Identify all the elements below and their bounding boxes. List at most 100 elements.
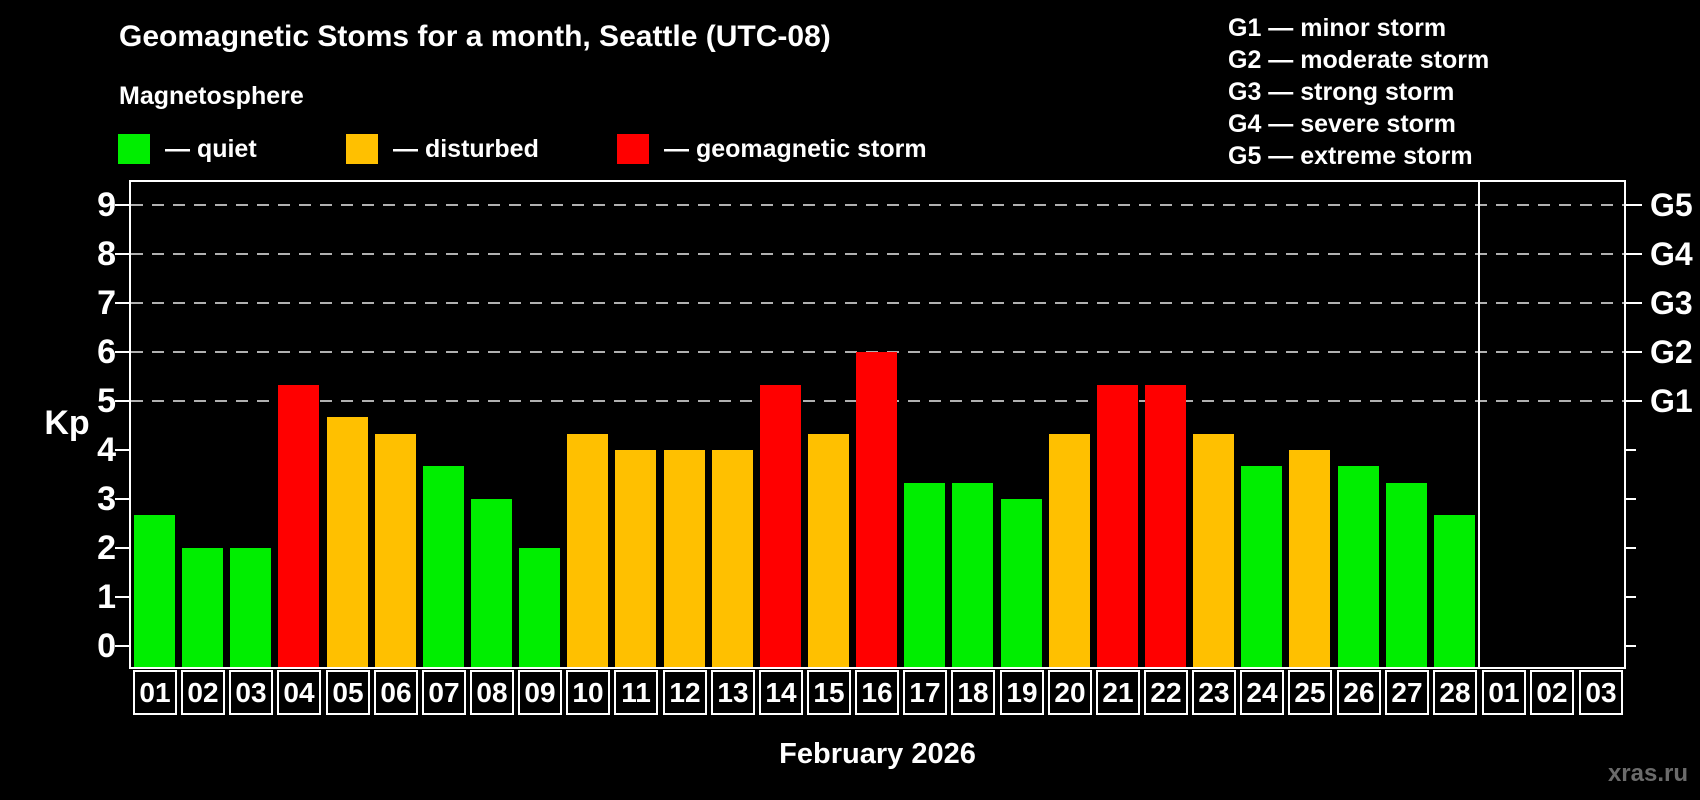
- left-tick-label-2: 2: [97, 529, 116, 567]
- left-tick-3: [115, 498, 129, 500]
- g-tick-label-G2: G2: [1650, 334, 1693, 370]
- kp-bar-day-11: [615, 450, 656, 667]
- kp-bar-day-10: [567, 434, 608, 667]
- legend-label-storm: — geomagnetic storm: [664, 135, 927, 163]
- kp-bar-day-07: [423, 466, 464, 667]
- day-label-feb-21: 21: [1096, 670, 1140, 715]
- y-axis-label: Kp: [44, 404, 90, 442]
- left-tick-label-0: 0: [97, 627, 116, 665]
- legend-swatch-quiet: [118, 134, 150, 164]
- kp-bar-day-17: [904, 483, 945, 667]
- kp-bar-day-15: [808, 434, 849, 667]
- legend-label-disturbed: — disturbed: [393, 135, 539, 163]
- gridline-kp8: [131, 253, 1624, 255]
- kp-bar-day-19: [1001, 499, 1042, 667]
- day-label-feb-20: 20: [1048, 670, 1092, 715]
- right-tick-kp4: [1626, 449, 1636, 451]
- right-tick-kp3: [1626, 498, 1636, 500]
- kp-bar-day-23: [1193, 434, 1234, 667]
- day-label-feb-24: 24: [1240, 670, 1284, 715]
- kp-bar-day-01: [134, 515, 175, 667]
- g-scale-line-1: G1 — minor storm: [1228, 14, 1447, 42]
- right-tick-G1: [1626, 400, 1642, 402]
- day-label-feb-02: 02: [181, 670, 225, 715]
- day-label-feb-25: 25: [1288, 670, 1332, 715]
- left-tick-4: [115, 449, 129, 451]
- left-tick-label-1: 1: [97, 578, 116, 616]
- kp-bar-day-21: [1097, 385, 1138, 667]
- day-label-feb-06: 06: [374, 670, 418, 715]
- g-scale-line-5: G5 — extreme storm: [1228, 142, 1473, 170]
- left-tick-8: [115, 253, 129, 255]
- left-tick-2: [115, 547, 129, 549]
- day-label-feb-13: 13: [711, 670, 755, 715]
- g-tick-label-G4: G4: [1650, 236, 1693, 272]
- day-label-feb-14: 14: [759, 670, 803, 715]
- day-label-feb-27: 27: [1385, 670, 1429, 715]
- kp-bar-day-08: [471, 499, 512, 667]
- day-label-feb-01: 01: [133, 670, 177, 715]
- day-label-feb-11: 11: [614, 670, 658, 715]
- left-tick-0: [115, 645, 129, 647]
- left-tick-6: [115, 351, 129, 353]
- left-tick-5: [115, 400, 129, 402]
- storm-scale-legend: G1 — minor storm G2 — moderate storm G3 — …: [1228, 12, 1489, 172]
- kp-bar-day-09: [519, 548, 560, 667]
- day-label-feb-10: 10: [566, 670, 610, 715]
- plot-area: [129, 180, 1626, 669]
- left-tick-label-3: 3: [97, 480, 116, 518]
- day-label-feb-17: 17: [903, 670, 947, 715]
- left-tick-label-4: 4: [97, 431, 116, 469]
- kp-bar-day-13: [712, 450, 753, 667]
- right-tick-kp2: [1626, 547, 1636, 549]
- kp-bar-day-03: [230, 548, 271, 667]
- chart-title: Geomagnetic Stoms for a month, Seattle (…: [119, 20, 831, 53]
- left-tick-label-6: 6: [97, 333, 116, 371]
- kp-bar-day-06: [375, 434, 416, 667]
- day-label-mar-01: 01: [1482, 670, 1526, 715]
- magnetosphere-heading: Magnetosphere: [119, 82, 304, 110]
- g-tick-label-G3: G3: [1650, 285, 1693, 321]
- day-label-feb-26: 26: [1337, 670, 1381, 715]
- g-scale-line-2: G2 — moderate storm: [1228, 46, 1490, 74]
- g-scale-line-3: G3 — strong storm: [1228, 78, 1455, 106]
- kp-bar-day-24: [1241, 466, 1282, 667]
- day-label-mar-02: 02: [1530, 670, 1574, 715]
- gridline-kp7: [131, 302, 1624, 304]
- kp-bar-day-25: [1289, 450, 1330, 667]
- kp-bar-day-12: [664, 450, 705, 667]
- left-tick-9: [115, 204, 129, 206]
- day-label-feb-16: 16: [855, 670, 899, 715]
- day-label-mar-03: 03: [1579, 670, 1623, 715]
- right-tick-kp0: [1626, 645, 1636, 647]
- x-axis-label: February 2026: [779, 738, 976, 770]
- day-label-feb-28: 28: [1433, 670, 1477, 715]
- day-label-feb-08: 08: [470, 670, 514, 715]
- day-label-feb-12: 12: [663, 670, 707, 715]
- kp-bar-day-22: [1145, 385, 1186, 667]
- day-label-feb-07: 07: [422, 670, 466, 715]
- left-tick-label-7: 7: [97, 284, 116, 322]
- right-tick-G5: [1626, 204, 1642, 206]
- kp-bar-day-26: [1338, 466, 1379, 667]
- day-label-feb-09: 09: [518, 670, 562, 715]
- right-tick-G3: [1626, 302, 1642, 304]
- day-label-feb-19: 19: [1000, 670, 1044, 715]
- day-label-feb-22: 22: [1144, 670, 1188, 715]
- watermark: xras.ru: [1607, 760, 1688, 787]
- gridline-kp9: [131, 204, 1624, 206]
- kp-bar-day-18: [952, 483, 993, 667]
- legend-swatch-disturbed: [346, 134, 378, 164]
- day-label-feb-23: 23: [1192, 670, 1236, 715]
- kp-bar-day-02: [182, 548, 223, 667]
- legend-label-quiet: — quiet: [165, 135, 257, 163]
- day-label-feb-03: 03: [229, 670, 273, 715]
- left-tick-7: [115, 302, 129, 304]
- g-scale-line-4: G4 — severe storm: [1228, 110, 1456, 138]
- g-tick-label-G1: G1: [1650, 383, 1693, 419]
- day-label-feb-18: 18: [951, 670, 995, 715]
- kp-bar-day-04: [278, 385, 319, 667]
- kp-bar-day-05: [327, 417, 368, 667]
- legend-swatch-storm: [617, 134, 649, 164]
